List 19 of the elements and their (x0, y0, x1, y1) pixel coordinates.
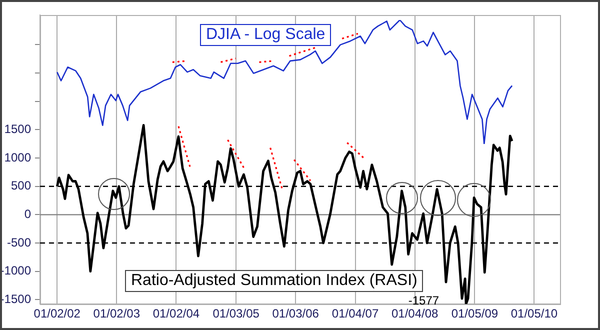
x-tick-label: 01/05/09 (451, 306, 498, 321)
y-tick-label: -1500 (0, 292, 32, 306)
x-tick-label: 01/02/03 (93, 306, 140, 321)
annotation: -1577 (408, 293, 440, 308)
x-tick-label: 01/03/06 (272, 306, 320, 321)
x-tick-label: 01/03/05 (212, 306, 260, 321)
y-tick-label: -1000 (0, 264, 32, 278)
y-tick-label: 1000 (4, 150, 32, 164)
y-tick-label: -500 (6, 235, 32, 250)
y-tick-label: 500 (10, 178, 32, 193)
x-tick-label: 01/02/02 (34, 306, 81, 321)
series-label: Ratio-Adjusted Summation Index (RASI) (125, 270, 424, 292)
x-tick-label: 01/04/07 (332, 306, 379, 321)
x-tick-label: 01/05/10 (510, 306, 558, 321)
x-tick-label: 01/02/04 (152, 306, 200, 321)
series-label: DJIA - Log Scale (200, 24, 332, 46)
y-tick-label: 1500 (4, 122, 32, 136)
x-tick-label: 01/04/08 (391, 306, 439, 321)
y-tick-label: 0 (24, 206, 32, 221)
